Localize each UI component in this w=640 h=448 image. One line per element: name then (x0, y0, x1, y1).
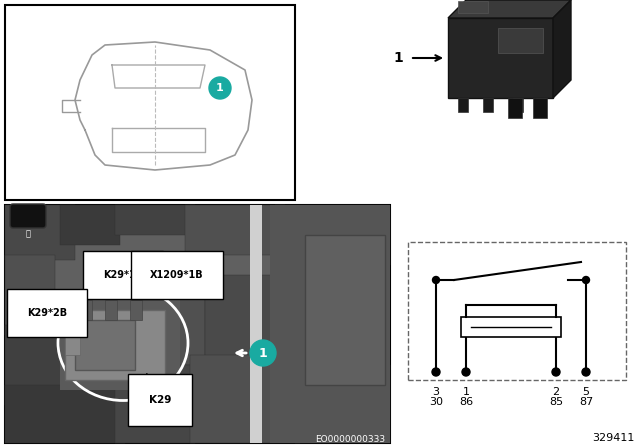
Text: K29: K29 (149, 395, 171, 405)
Bar (125, 285, 205, 365)
Bar (115, 365, 195, 443)
Bar (461, 317, 561, 337)
Text: K29*1B: K29*1B (103, 270, 143, 280)
Bar (536, 98, 546, 112)
Text: 1: 1 (259, 346, 268, 359)
Bar (60, 205, 120, 245)
Text: X1209*1B: X1209*1B (150, 270, 204, 280)
Text: 5: 5 (582, 387, 589, 397)
Circle shape (582, 368, 590, 376)
Bar (458, 1, 488, 13)
Bar (75, 320, 135, 370)
Bar (533, 98, 547, 118)
Bar (295, 365, 390, 443)
Circle shape (209, 77, 231, 99)
Text: 3: 3 (433, 387, 440, 397)
Bar (65, 330, 80, 355)
Circle shape (433, 276, 440, 284)
Text: K29*2B: K29*2B (27, 308, 67, 318)
Bar (5, 5, 295, 200)
Bar (190, 355, 300, 443)
Bar (205, 275, 305, 375)
Bar (295, 265, 385, 385)
Circle shape (552, 368, 560, 376)
Bar (105, 300, 117, 320)
Bar (250, 205, 262, 443)
Bar (5, 205, 390, 443)
Bar (448, 18, 553, 98)
Bar (275, 205, 390, 265)
Bar (498, 28, 543, 53)
Bar (483, 98, 493, 112)
Text: 1: 1 (463, 387, 470, 397)
Text: EO0000000333: EO0000000333 (315, 435, 385, 444)
Bar (408, 242, 626, 380)
Text: ⬛: ⬛ (26, 229, 31, 238)
Bar (5, 385, 125, 443)
Bar (75, 305, 135, 365)
FancyBboxPatch shape (10, 204, 46, 228)
Bar (130, 300, 142, 320)
Polygon shape (553, 0, 571, 98)
Text: 1: 1 (393, 51, 403, 65)
Text: 329411: 329411 (593, 433, 635, 443)
Bar (5, 205, 75, 260)
Polygon shape (448, 0, 571, 18)
Bar (60, 295, 180, 390)
Text: 30: 30 (429, 397, 443, 407)
Bar (513, 98, 523, 112)
Bar (80, 300, 92, 320)
Text: 85: 85 (549, 397, 563, 407)
Bar (270, 205, 390, 443)
Text: 1: 1 (216, 83, 224, 93)
Bar (185, 205, 285, 255)
Circle shape (462, 368, 470, 376)
Circle shape (432, 368, 440, 376)
Text: 87: 87 (579, 397, 593, 407)
Bar (5, 325, 85, 405)
Bar (5, 255, 55, 335)
Bar (508, 98, 522, 118)
Text: 86: 86 (459, 397, 473, 407)
Bar (458, 98, 468, 112)
Circle shape (582, 276, 589, 284)
Circle shape (250, 340, 276, 366)
Bar (65, 310, 165, 380)
Text: 2: 2 (552, 387, 559, 397)
Bar (115, 205, 195, 235)
Bar (6, 206, 389, 442)
Bar (305, 235, 385, 385)
